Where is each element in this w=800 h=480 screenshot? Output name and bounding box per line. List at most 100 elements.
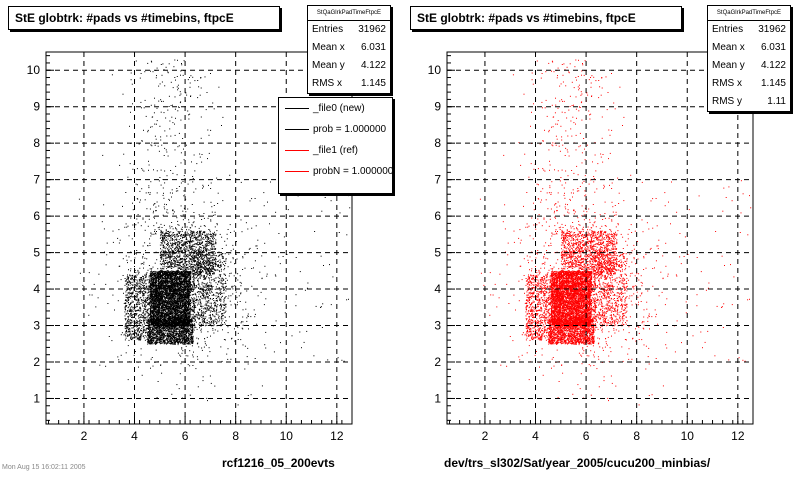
data-point — [170, 334, 172, 335]
data-point — [167, 292, 169, 294]
data-point — [152, 297, 154, 299]
data-point — [165, 309, 167, 311]
data-point — [176, 326, 178, 328]
data-point — [190, 303, 192, 305]
data-point — [161, 275, 163, 277]
data-point — [187, 315, 189, 317]
data-point — [160, 316, 161, 318]
data-point — [166, 306, 168, 308]
data-point — [152, 301, 154, 303]
data-point — [186, 280, 188, 282]
data-point — [161, 290, 163, 292]
data-point — [161, 292, 163, 294]
data-point — [166, 303, 168, 305]
data-point — [164, 297, 166, 298]
data-point — [179, 292, 181, 294]
data-point — [171, 293, 173, 295]
data-point — [160, 320, 161, 322]
data-point — [157, 291, 159, 293]
data-point — [177, 304, 179, 305]
data-point — [158, 300, 160, 301]
data-point — [186, 289, 188, 291]
data-point — [182, 310, 184, 311]
data-point — [171, 282, 173, 284]
data-point — [189, 315, 191, 317]
data-point — [166, 315, 168, 317]
data-point — [151, 277, 153, 279]
data-point — [151, 281, 153, 283]
data-point — [180, 286, 182, 288]
data-point — [155, 298, 156, 300]
data-point — [159, 297, 161, 299]
data-point — [182, 313, 184, 315]
data-point — [177, 293, 179, 295]
data-point — [175, 313, 177, 315]
data-point — [183, 294, 185, 296]
data-point — [168, 312, 170, 314]
data-point — [171, 294, 173, 296]
data-point — [158, 286, 160, 288]
data-point — [154, 295, 156, 297]
data-point — [185, 316, 187, 318]
data-point — [178, 289, 180, 291]
data-point — [162, 270, 164, 272]
data-point — [150, 297, 152, 299]
data-point — [163, 310, 165, 312]
data-point — [162, 301, 164, 303]
data-point — [175, 314, 177, 315]
data-point — [154, 275, 156, 277]
data-point — [166, 289, 168, 291]
data-point — [160, 299, 161, 301]
data-point — [161, 297, 163, 299]
data-point — [158, 300, 160, 302]
data-point — [163, 277, 165, 279]
data-point — [169, 276, 171, 278]
data-point — [152, 315, 154, 317]
data-point — [151, 294, 153, 295]
data-point — [151, 309, 153, 311]
data-point — [150, 310, 152, 312]
data-point — [174, 302, 176, 304]
data-point — [161, 279, 163, 281]
data-point — [153, 314, 155, 315]
data-point — [190, 284, 192, 286]
data-point — [171, 281, 173, 283]
data-point — [166, 285, 168, 287]
data-point — [189, 274, 191, 276]
data-point — [188, 275, 190, 277]
data-point — [183, 311, 185, 313]
data-point — [161, 270, 163, 272]
data-point — [162, 275, 164, 277]
data-point — [188, 297, 190, 299]
data-point — [184, 318, 185, 320]
data-point — [180, 301, 182, 303]
data-point — [177, 313, 179, 314]
data-point — [186, 303, 188, 305]
data-point — [173, 301, 175, 303]
data-point — [178, 295, 180, 297]
data-point — [185, 323, 187, 325]
data-point — [153, 305, 155, 307]
data-point — [160, 275, 162, 277]
data-point — [165, 271, 167, 273]
data-point — [171, 313, 173, 315]
data-point — [167, 281, 169, 282]
data-point — [168, 300, 170, 302]
data-point — [179, 306, 181, 307]
data-point — [157, 291, 158, 292]
data-point — [152, 288, 154, 290]
data-point — [152, 315, 153, 317]
data-point — [172, 293, 174, 295]
data-point — [163, 315, 165, 317]
data-point — [158, 277, 160, 279]
data-point — [163, 307, 165, 309]
data-point — [166, 314, 168, 316]
data-point — [170, 300, 172, 302]
data-point — [151, 274, 153, 276]
data-point — [156, 297, 158, 299]
data-point — [173, 298, 175, 300]
data-point — [151, 281, 153, 282]
data-point — [153, 278, 155, 280]
data-point — [180, 285, 181, 287]
data-point — [178, 318, 180, 320]
